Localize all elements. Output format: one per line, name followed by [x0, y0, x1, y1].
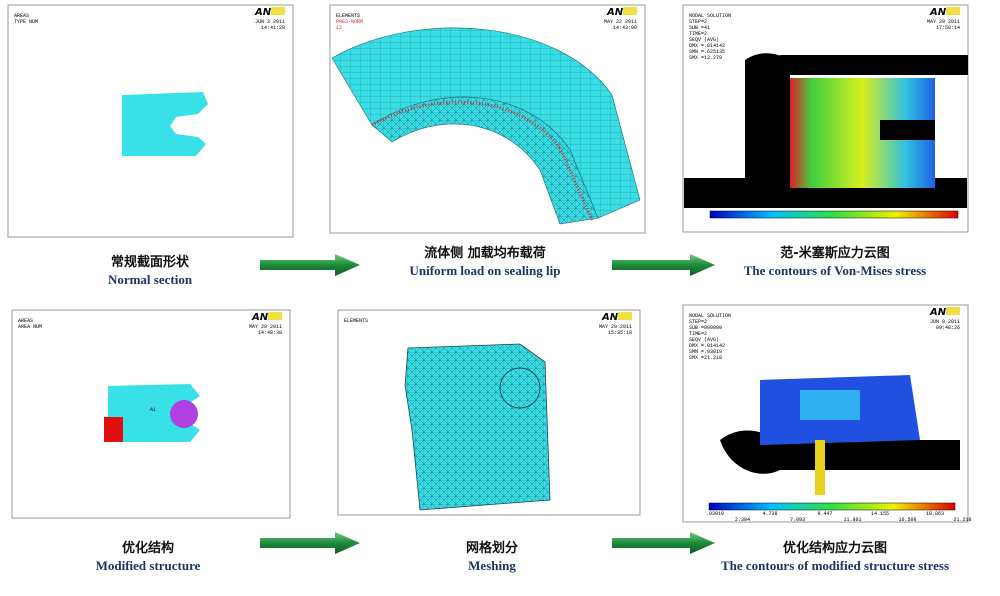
caption-en: Meshing [468, 558, 516, 573]
logo: AN [929, 307, 947, 318]
date: MAY 29 2011 [249, 324, 282, 330]
mesh-section [404, 343, 551, 511]
time: 14:41:20 [261, 25, 285, 31]
info-line: AREA NUM [18, 324, 42, 330]
info-line: 12 [336, 25, 342, 31]
logo: AN [929, 7, 947, 18]
caption-zh: 优化结构应力云图 [783, 540, 887, 556]
caption-en: Uniform load on sealing lip [410, 263, 561, 278]
logo: AN [606, 7, 624, 18]
date: MAY 22 2011 [604, 19, 637, 25]
info-line: ELEMENTS [344, 318, 368, 324]
caption-en: Normal section [108, 272, 193, 287]
info-line: SUB =999999 [689, 325, 722, 331]
date: MAY 29 2011 [927, 19, 960, 25]
region-label: A1 [150, 407, 156, 413]
info-line: SMN =.03019 [689, 349, 722, 355]
caption-zh: 网格划分 [466, 540, 518, 556]
logo-mark [271, 7, 285, 15]
seal-section [122, 92, 208, 156]
date: MAY 29 2011 [599, 324, 632, 330]
logo-mark [946, 307, 960, 315]
info-line: TIME=2 [689, 331, 707, 337]
logo: AN [601, 312, 619, 323]
info-line: SMX =21.218 [689, 355, 722, 361]
colorbar-label: .03019 [706, 511, 724, 517]
modified-section [104, 384, 200, 442]
arrows [260, 254, 715, 554]
stress-contour [684, 53, 968, 219]
caption-zh: 流体侧 加载均布载荷 [424, 245, 546, 261]
date: JUN 3 2011 [255, 19, 285, 25]
logo-mark [268, 312, 282, 320]
colorbar-label: 11.801 [843, 517, 861, 523]
info-line: SUB =41 [689, 25, 710, 31]
time: 09:48:26 [936, 325, 960, 331]
info-line: TIME=2 [689, 31, 707, 37]
colorbar-label: 18.863 [926, 511, 944, 517]
logo: AN [251, 312, 269, 323]
info-line: TYPE NUM [14, 19, 38, 25]
logo-mark [623, 7, 637, 15]
info-line: ELEMENTS [336, 13, 360, 19]
colorbar-label: 7.093 [790, 517, 805, 523]
date: JUN 9 2011 [930, 319, 960, 325]
seal-ring-mesh [331, 27, 641, 225]
colorbar-label: 9.447 [817, 511, 832, 517]
caption-zh: 范-米塞斯应力云图 [780, 245, 889, 261]
caption-en: Modified structure [96, 558, 201, 573]
caption-zh: 优化结构 [122, 540, 174, 556]
caption-en: The contours of Von-Mises stress [744, 263, 927, 278]
time: 17:50:14 [936, 25, 960, 31]
info-line: DMX =.014142 [689, 343, 725, 349]
modified-stress-contour [708, 375, 960, 511]
info-line: PRES-NORM [336, 19, 363, 25]
time: 14:48:38 [258, 330, 282, 336]
info-line: SMX =12.279 [689, 55, 722, 61]
info-line: STEP=2 [689, 19, 707, 25]
info-line: SEQV (AVG) [689, 37, 719, 43]
logo-mark [946, 7, 960, 15]
colorbar-label: 2.384 [735, 517, 750, 523]
colorbar-label: 21.218 [953, 517, 971, 523]
colorbar-label: 14.155 [871, 511, 889, 517]
info-line: NODAL SOLUTION [689, 313, 731, 319]
info-line: AREAS [14, 13, 29, 19]
logo: AN [254, 7, 272, 18]
info-line: AREAS [18, 318, 33, 324]
info-line: SMN =.625135 [689, 49, 725, 55]
info-line: SEQV (AVG) [689, 337, 719, 343]
time: 15:35:18 [608, 330, 632, 336]
logo-mark [618, 312, 632, 320]
caption-zh: 常规截面形状 [111, 254, 190, 270]
info-line: DMX =.014142 [689, 43, 725, 49]
time: 14:43:00 [613, 25, 637, 31]
info-line: STEP=2 [689, 319, 707, 325]
colorbar-label: 16.509 [898, 517, 916, 523]
caption-en: The contours of modified structure stres… [721, 558, 949, 573]
colorbar-label: 4.738 [762, 511, 777, 517]
info-line: NODAL SOLUTION [689, 13, 731, 19]
